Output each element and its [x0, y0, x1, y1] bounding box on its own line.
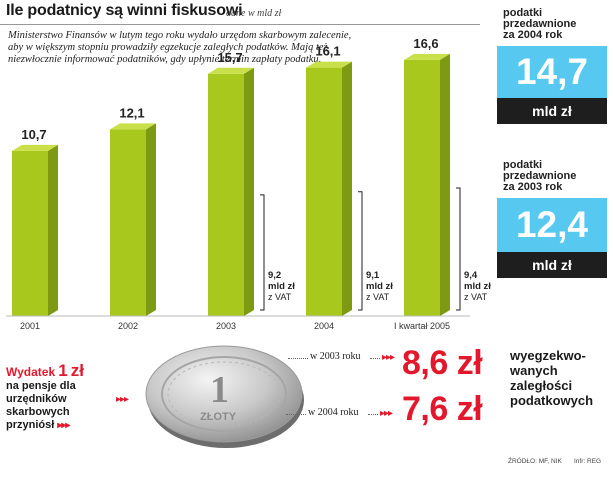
arrow-icon: ▸▸▸	[380, 408, 393, 419]
vat-note: z VAT	[366, 292, 390, 302]
expense-line5: przyniósł	[6, 419, 55, 431]
bar-top	[208, 67, 254, 74]
bar-front	[208, 73, 244, 317]
dotted-leader	[368, 414, 378, 415]
row2-value: 7,6 zł	[402, 390, 483, 428]
box-heading-line1: podatki	[503, 7, 543, 19]
arrow-icon: ▸▸▸	[57, 420, 70, 431]
category-label: 2004	[314, 321, 334, 331]
row1-value: 8,6 zł	[402, 344, 483, 382]
bar-2004	[306, 61, 352, 316]
vat-annotation-2003: 9,2 mld zł z VAT	[268, 270, 295, 303]
value-label: 16,1	[315, 44, 340, 59]
bar-side	[440, 53, 450, 317]
box-heading-line2: przedawnione	[503, 170, 577, 182]
desc-line2: wanych	[510, 363, 558, 378]
box-heading-line3: za 2004 rok	[503, 29, 563, 41]
arrow-icon: ▸▸▸	[116, 394, 129, 405]
bar-top	[306, 61, 352, 68]
desc-line3: zaległości	[510, 378, 573, 393]
category-label: 2003	[216, 321, 236, 331]
vat-unit: mld zł	[366, 281, 393, 292]
expense-line3: urzędników	[6, 393, 67, 405]
bar-front	[12, 150, 48, 316]
row1-label: w 2003 roku	[310, 351, 361, 362]
value-label: 16,6	[413, 36, 438, 51]
bar-side	[244, 67, 254, 317]
expense-prefix: Wydatek	[6, 365, 56, 379]
box-unit: mld zł	[497, 252, 607, 278]
expense-currency: zł	[70, 361, 84, 380]
description-text: wyegzekwo- wanych zaległości podatkowych	[510, 348, 593, 408]
coin-text: ZŁOTY	[200, 411, 237, 423]
bar-front	[306, 67, 342, 316]
box-heading-line3: za 2003 rok	[503, 181, 563, 193]
vat-value: 9,1	[366, 270, 380, 281]
bars-layer	[12, 53, 450, 317]
box-heading: podatki przedawnione za 2004 rok	[497, 8, 607, 41]
vat-annotation-2005: 9,4 mld zł z VAT	[464, 270, 491, 303]
expense-amount: 1	[58, 361, 68, 380]
chart-note: Ministerstwo Finansów w lutym tego roku …	[8, 30, 352, 65]
chart-title: Ile podatnicy są winni fiskusowi	[6, 2, 243, 19]
box-value: 14,7	[497, 46, 607, 98]
row2-label: w 2004 roku	[308, 407, 359, 418]
vat-bracket	[358, 191, 363, 311]
box-value: 12,4	[497, 198, 607, 252]
bar-2001	[12, 144, 58, 316]
bar-top	[12, 144, 58, 151]
vat-bracket	[260, 194, 265, 311]
bar-side	[48, 144, 58, 316]
vat-annotation-2004: 9,1 mld zł z VAT	[366, 270, 393, 303]
box-unit: mld zł	[497, 98, 607, 124]
box-heading-line1: podatki	[503, 159, 543, 171]
source-text: ŹRÓDŁO: MF, NIK	[508, 458, 562, 465]
vat-value: 9,2	[268, 270, 282, 281]
bar-top	[110, 123, 156, 130]
coin-icon: 1 ZŁOTY	[145, 345, 304, 448]
vat-unit: mld zł	[464, 281, 491, 292]
value-label: 12,1	[119, 105, 144, 120]
bar-side	[342, 61, 352, 316]
box-2004: podatki przedawnione za 2004 rok 14,7 ml…	[497, 8, 607, 124]
bar-I kwartał 2005	[404, 53, 450, 317]
vat-bracket	[456, 187, 461, 311]
labels-layer: 10,7 2001 12,1 2002 15,7 2003 16,1 2004 16,6 I kw…	[20, 36, 461, 331]
box-heading: podatki przedawnione za 2003 rok	[497, 160, 607, 193]
vat-note: z VAT	[268, 292, 292, 302]
desc-line4: podatkowych	[510, 393, 594, 408]
value-label: 10,7	[21, 127, 46, 142]
dotted-leader	[288, 358, 308, 359]
info-text: Infr: REG	[574, 458, 602, 465]
desc-line1: wyegzekwo-	[510, 348, 586, 363]
bar-front	[110, 129, 146, 316]
vat-note: z VAT	[464, 292, 488, 302]
title-divider	[0, 24, 480, 25]
value-label: 15,7	[217, 50, 242, 65]
category-label: I kwartał 2005	[394, 321, 450, 331]
chart-subtitle: dane w mld zł	[226, 8, 282, 19]
coin-digit: 1	[210, 369, 229, 411]
box-heading-line2: przedawnione	[503, 18, 577, 30]
dotted-leader	[286, 414, 306, 415]
box-2003: podatki przedawnione za 2003 rok 12,4 ml…	[497, 160, 607, 278]
category-label: 2001	[20, 321, 40, 331]
expense-line2: na pensje dla	[6, 380, 76, 392]
expense-text: Wydatek 1 zł na pensje dla urzędników sk…	[6, 361, 84, 432]
arrow-icon: ▸▸▸	[382, 352, 395, 363]
bar-side	[146, 123, 156, 316]
bar-top	[404, 53, 450, 60]
vat-unit: mld zł	[268, 281, 295, 292]
vat-value: 9,4	[464, 270, 478, 281]
dotted-leader	[370, 358, 380, 359]
category-label: 2002	[118, 321, 138, 331]
expense-line4: skarbowych	[6, 406, 70, 418]
bar-2002	[110, 123, 156, 316]
bar-2003	[208, 67, 254, 317]
bar-front	[404, 59, 440, 317]
